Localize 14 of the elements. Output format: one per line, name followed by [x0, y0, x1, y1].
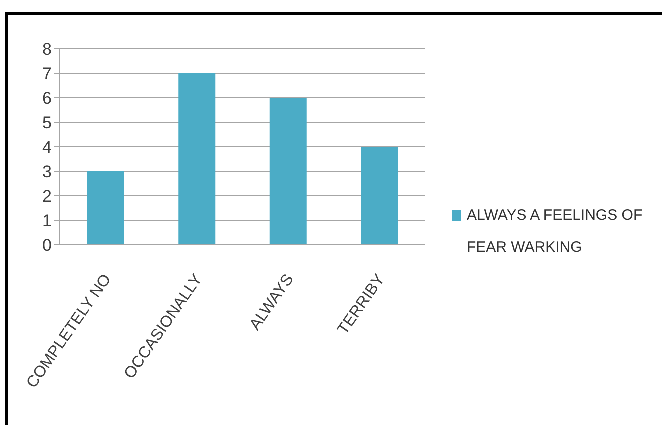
y-tick-label: 4	[42, 138, 52, 158]
y-tick-label: 3	[42, 162, 52, 182]
bar	[87, 172, 124, 245]
bar	[178, 74, 216, 245]
y-tick-label: 7	[42, 64, 52, 84]
y-tick-label: 6	[42, 89, 52, 108]
legend-label: ALWAYS A FEELINGS OF FEAR WARKING	[467, 206, 644, 258]
y-tick-label: 2	[42, 187, 52, 206]
y-tick-label: 5	[42, 114, 52, 133]
bar	[361, 147, 398, 245]
bar	[270, 98, 307, 245]
y-tick-label: 8	[42, 40, 52, 60]
y-tick-label: 0	[42, 236, 52, 256]
y-tick-label: 1	[42, 212, 52, 231]
